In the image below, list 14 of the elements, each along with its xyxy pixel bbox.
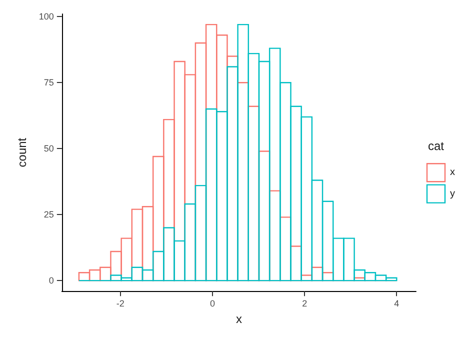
y-tick-label: 50 bbox=[44, 144, 54, 154]
legend-label: y bbox=[450, 188, 455, 200]
x-tick-label: 4 bbox=[394, 298, 400, 309]
legend-title: cat bbox=[428, 139, 445, 153]
y-tick-label: 0 bbox=[48, 276, 54, 286]
y-tick-label: 100 bbox=[38, 12, 54, 22]
y-tick-label: 75 bbox=[44, 78, 54, 88]
legend-label: x bbox=[450, 167, 455, 178]
x-tick-label: -2 bbox=[116, 298, 124, 309]
x-axis-title: x bbox=[236, 312, 242, 326]
y-tick-label: 25 bbox=[44, 210, 54, 220]
x-tick-label: 2 bbox=[302, 298, 308, 309]
y-axis-title: count bbox=[15, 137, 29, 168]
x-tick-label: 0 bbox=[210, 298, 215, 309]
